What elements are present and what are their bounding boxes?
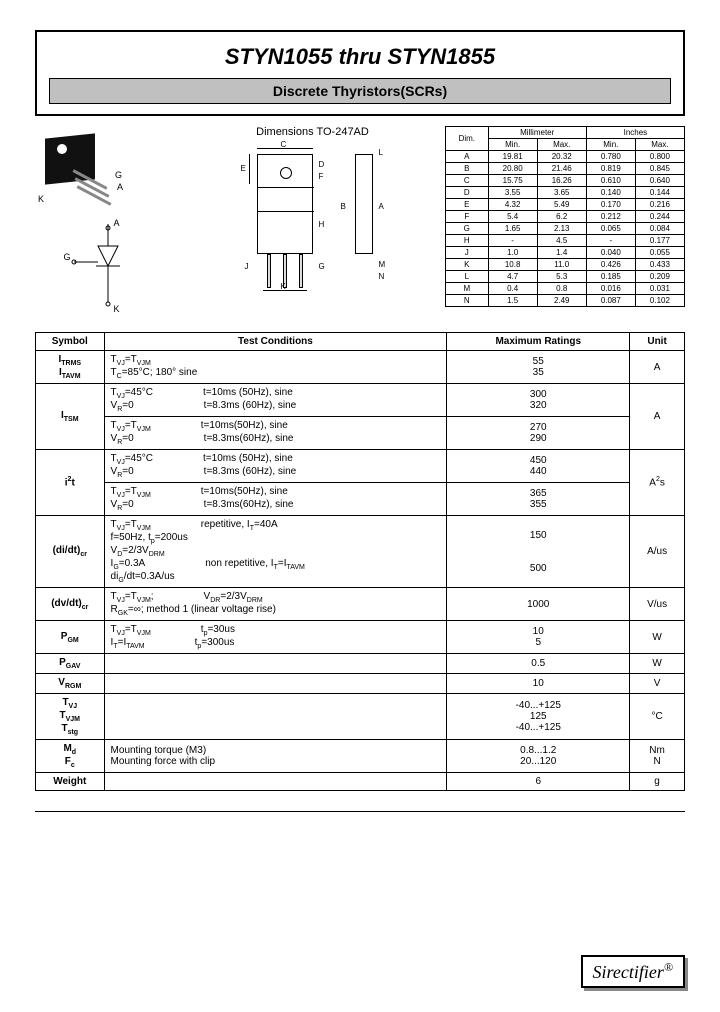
dim-row: C15.7516.260.6100.640 [446,175,685,187]
dim-row: N1.52.490.0870.102 [446,295,685,307]
spec-head-unit: Unit [630,333,685,351]
logo-text: Sirectifier [593,962,664,982]
dim-row: M0.40.80.0160.031 [446,283,685,295]
dim-row: K10.811.00.4260.433 [446,259,685,271]
spec-head-symbol: Symbol [36,333,105,351]
schematic-k: K [114,304,120,314]
dim-row: J1.01.40.0400.055 [446,247,685,259]
spec-row: VRGM10V [36,674,685,694]
top-section: G A K A K G Dimensions TO-247AD C [35,126,685,314]
manufacturer-logo: Sirectifier® [581,955,685,988]
spec-head-rating: Maximum Ratings [447,333,630,351]
dim-row: E4.325.490.1700.216 [446,199,685,211]
dim-row: H-4.5-0.177 [446,235,685,247]
page-subtitle: Discrete Thyristors(SCRs) [49,78,671,104]
spec-row: ITRMSITAVMTVJ=TVJMTC=85°C; 180° sine5535… [36,351,685,384]
spec-table: Symbol Test Conditions Maximum Ratings U… [35,332,685,791]
dimensions-column: Dimensions TO-247AD C D E F B A H J G K [213,126,413,314]
dim-row: B20.8021.460.8190.845 [446,163,685,175]
spec-row: TVJ=TVJM t=10ms(50Hz), sineVR=0 t=8.3ms(… [36,417,685,450]
schematic-a: A [114,218,120,228]
spec-row: TVJTVJMTstg-40...+125125-40...+125°C [36,694,685,740]
dim-head-mm: Millimeter [488,127,586,139]
dim-row: L4.75.30.1850.209 [446,271,685,283]
spec-head-cond: Test Conditions [104,333,447,351]
pin-label-g: G [115,170,122,180]
page-title: STYN1055 thru STYN1855 [37,32,683,78]
spec-row: Weight6g [36,773,685,791]
dim-row: F5.46.20.2120.244 [446,211,685,223]
footer-rule [35,811,685,812]
spec-row: (di/dt)crTVJ=TVJM repetitive, IT=40Af=50… [36,516,685,588]
spec-row: PGMTVJ=TVJM tp=30usIT=ITAVM tp=300us105W [36,621,685,654]
dimensions-table-wrap: Dim. Millimeter Inches Min. Max. Min. Ma… [445,126,685,314]
dim-head-dim: Dim. [446,127,489,151]
registered-icon: ® [664,960,673,974]
spec-row: TVJ=TVJM t=10ms(50Hz), sineVR=0 t=8.3ms(… [36,483,685,516]
pin-label-a: A [117,182,123,192]
dimensions-title: Dimensions TO-247AD [213,126,413,138]
dim-row: G1.652.130.0650.084 [446,223,685,235]
package-column: G A K A K G [35,126,180,314]
schematic-g: G [64,252,71,262]
dim-head-in: Inches [586,127,684,139]
spec-row: ITSMTVJ=45°C t=10ms (50Hz), sineVR=0 t=8… [36,384,685,417]
dimensions-drawing: C D E F B A H J G K L M N [223,142,403,292]
package-drawing: G A K [35,126,135,216]
schematic-diagram: A K G [68,224,148,314]
header-frame: STYN1055 thru STYN1855 Discrete Thyristo… [35,30,685,116]
dim-row: A19.8120.320.7800.800 [446,151,685,163]
dim-row: D3.553.650.1400.144 [446,187,685,199]
spec-row: PGAV0.5W [36,654,685,674]
pin-label-k: K [38,194,44,204]
spec-row: (dv/dt)crTVJ=TVJM; VDR=2/3VDRMRGK=∞; met… [36,588,685,621]
dimensions-table: Dim. Millimeter Inches Min. Max. Min. Ma… [445,126,685,307]
spec-row: MdFcMounting torque (M3)Mounting force w… [36,740,685,773]
spec-row: i2tTVJ=45°C t=10ms (50Hz), sineVR=0 t=8.… [36,450,685,483]
